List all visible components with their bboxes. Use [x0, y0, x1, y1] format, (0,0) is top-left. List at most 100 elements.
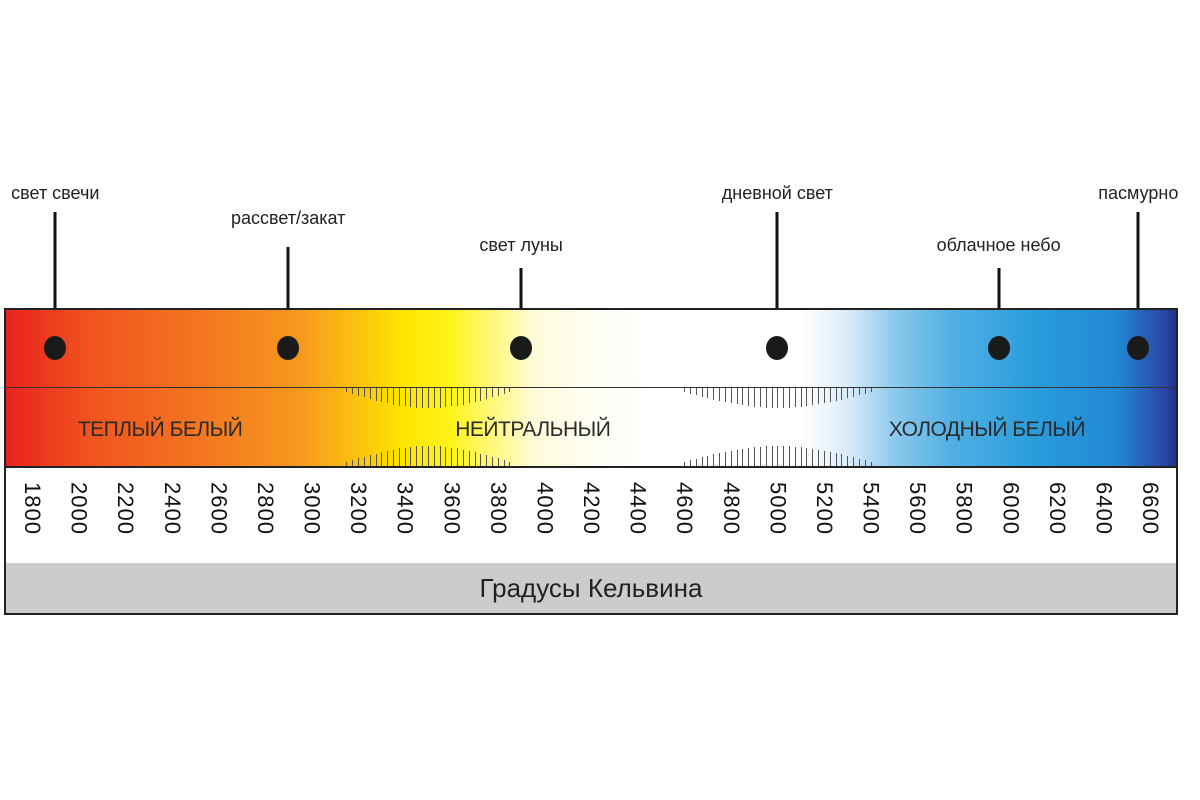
fine-tick	[387, 388, 389, 404]
fine-tick	[771, 446, 773, 466]
kelvin-tick-label: 5600	[905, 482, 931, 535]
fine-tick	[864, 460, 866, 466]
fine-tick	[497, 458, 499, 466]
fine-tick	[369, 455, 371, 466]
fine-tick	[503, 388, 505, 394]
fine-tick	[835, 453, 837, 466]
kelvin-tick-label: 4600	[672, 482, 698, 535]
callout-line	[775, 212, 779, 348]
fine-tick	[486, 455, 488, 466]
callout-dot	[766, 336, 789, 360]
fine-tick	[823, 388, 825, 404]
kelvin-tick-label: 3600	[439, 482, 465, 535]
fine-tick	[736, 449, 738, 466]
fine-tick	[433, 446, 435, 466]
fine-tick	[427, 388, 429, 408]
zone-label: ТЕПЛЫЙ БЕЛЫЙ	[77, 418, 243, 441]
fine-tick	[765, 446, 767, 466]
fine-tick	[509, 462, 511, 466]
fine-tick	[853, 388, 855, 397]
fine-tick	[346, 388, 348, 392]
callout-dot	[1127, 336, 1150, 360]
fine-tick	[462, 388, 464, 405]
fine-tick	[812, 388, 814, 406]
fine-tick	[509, 388, 511, 392]
fine-tick	[468, 450, 470, 466]
fine-tick	[695, 388, 697, 396]
kelvin-tick-label: 5000	[765, 482, 791, 535]
divider-line	[6, 387, 1176, 388]
fine-tick	[474, 388, 476, 402]
kelvin-tick-label: 6600	[1138, 482, 1163, 535]
fine-tick	[724, 451, 726, 466]
fine-tick	[777, 446, 779, 466]
fine-tick	[713, 454, 715, 466]
kelvin-tick-label: 2200	[113, 482, 139, 535]
fine-tick	[695, 458, 697, 466]
fine-tick	[439, 388, 441, 408]
fine-tick	[701, 388, 703, 397]
fine-tick	[800, 447, 802, 466]
fine-tick	[492, 456, 493, 466]
callout-label: пасмурно	[1098, 183, 1179, 203]
fine-tick	[410, 446, 412, 466]
fine-tick	[841, 454, 843, 466]
kelvin-tick-label: 5400	[858, 482, 884, 535]
fine-tick	[398, 388, 400, 406]
fine-tick	[381, 388, 383, 402]
callout-dot	[44, 336, 67, 360]
fine-tick	[375, 388, 377, 401]
kelvin-tick-label: 2600	[206, 482, 232, 535]
fine-tick	[439, 446, 441, 466]
fine-tick	[457, 448, 459, 466]
fine-tick	[829, 388, 831, 403]
fine-tick	[701, 457, 703, 466]
kelvin-tick-label: 4400	[625, 482, 651, 535]
fine-tick	[363, 456, 365, 466]
fine-tick	[730, 450, 732, 466]
fine-tick	[352, 388, 354, 394]
fine-tick	[410, 388, 412, 408]
fine-tick	[794, 446, 796, 466]
fine-tick	[684, 462, 686, 466]
callout-label: свет свечи	[11, 183, 100, 203]
fine-tick	[468, 388, 470, 404]
fine-tick	[748, 388, 750, 407]
fine-tick	[818, 449, 820, 466]
kelvin-tick-label: 6000	[998, 482, 1024, 535]
callout-dot	[510, 336, 533, 360]
fine-tick	[422, 388, 424, 408]
fine-tick	[858, 458, 860, 466]
fine-tick	[783, 446, 785, 466]
fine-tick	[806, 388, 808, 407]
kelvin-tick-label: 5800	[951, 482, 977, 535]
fine-tick	[754, 447, 756, 466]
fine-tick	[503, 460, 505, 466]
fine-tick	[486, 388, 488, 399]
fine-tick	[369, 388, 371, 399]
fine-tick	[853, 457, 855, 466]
fine-tick	[462, 449, 464, 466]
fine-tick	[754, 388, 756, 407]
fine-tick	[346, 462, 348, 466]
fine-tick	[800, 388, 802, 407]
callout-line	[1136, 212, 1140, 348]
kelvin-tick-label: 4200	[579, 482, 604, 535]
callout-dot	[277, 336, 300, 360]
fine-tick	[404, 447, 406, 466]
kelvin-tick-label: 2800	[252, 482, 278, 535]
fine-tick	[730, 388, 732, 404]
callout-label: дневной свет	[721, 183, 833, 203]
fine-tick	[445, 446, 447, 466]
fine-tick	[451, 388, 453, 407]
kelvin-tick-label: 1800	[20, 482, 45, 535]
callout-dot	[987, 336, 1010, 360]
kelvin-tick-label: 3400	[392, 482, 418, 535]
fine-tick	[719, 388, 721, 401]
callout-label: облачное небо	[936, 235, 1061, 255]
fine-tick	[748, 447, 750, 466]
kelvin-tick-label: 4000	[532, 482, 558, 535]
fine-tick	[719, 453, 721, 466]
fine-tick	[381, 452, 383, 466]
fine-tick	[480, 453, 482, 466]
